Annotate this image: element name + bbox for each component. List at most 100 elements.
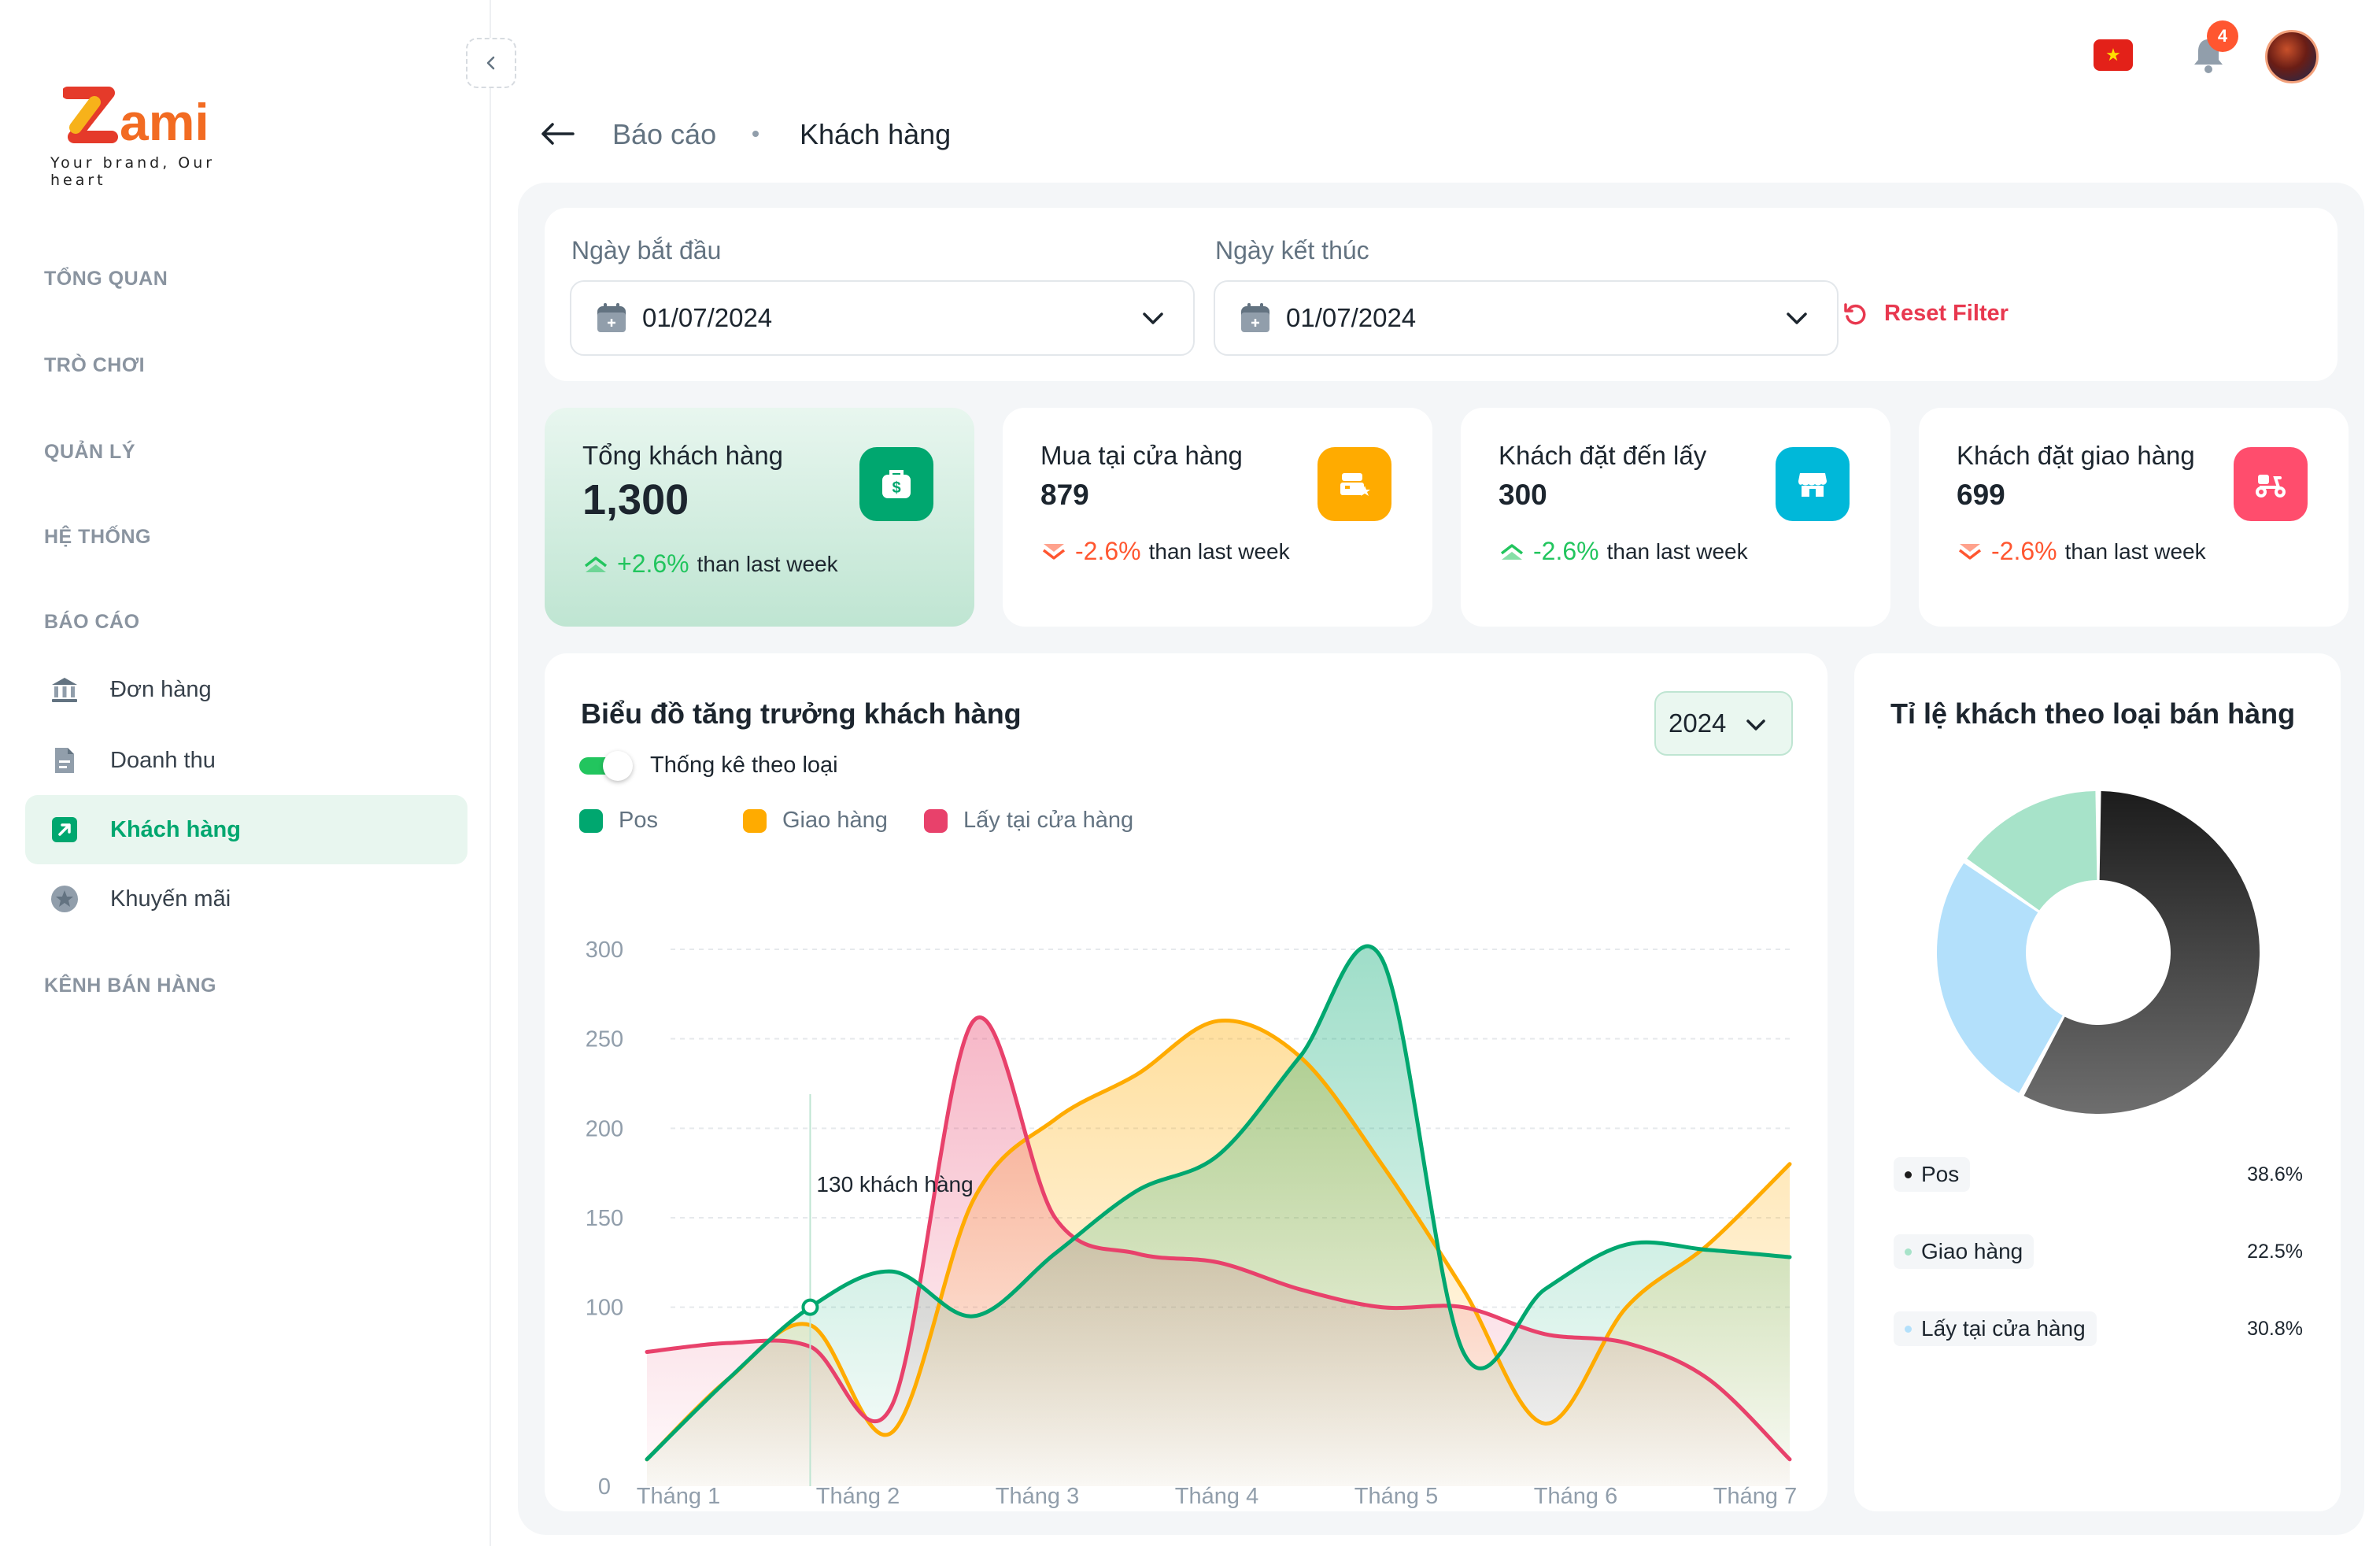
donut-legend-percent: 38.6% (2247, 1163, 2303, 1185)
section-games[interactable]: TRÒ CHƠI (44, 354, 146, 376)
donut-slice-1[interactable] (2023, 791, 2260, 1114)
stat-trend-percent: -2.6% (1533, 537, 1599, 565)
y-tick-label: 250 (586, 1027, 623, 1052)
donut-slice-2[interactable] (1937, 863, 2063, 1093)
user-avatar[interactable] (2265, 30, 2319, 83)
sidebar: ami Your brand, Our heart TỔNG QUAN TRÒ … (0, 0, 491, 1546)
stat-value: 300 (1499, 479, 1547, 511)
section-management[interactable]: QUẢN LÝ (44, 441, 135, 463)
sidebar-item-label: Đơn hàng (110, 676, 212, 702)
breadcrumb-reports-link[interactable]: Báo cáo (612, 118, 717, 150)
year-select[interactable]: 2024 (1654, 691, 1793, 756)
sidebar-item-label: Khách hàng (110, 816, 241, 842)
document-icon (47, 743, 82, 778)
sidebar-item-doanh-thu[interactable]: Doanh thu (25, 726, 468, 795)
stat-card-in-store: Mua tại cửa hàng 879 -2.6% than last wee… (1003, 408, 1432, 627)
section-channels[interactable]: KÊNH BÁN HÀNG (44, 975, 216, 997)
end-date-select[interactable]: 01/07/2024 (1214, 280, 1839, 356)
start-date-label: Ngày bắt đầu (571, 236, 722, 264)
chevron-down-icon (1787, 313, 1807, 324)
legend-dot (1905, 1248, 1912, 1256)
chevron-left-icon (486, 56, 495, 70)
series-line-3[interactable] (645, 1015, 1792, 1462)
donut-legend-label: Giao hàng (1921, 1239, 2023, 1263)
donut-legend-row: Giao hàng 22.5% (1894, 1234, 2303, 1269)
growth-chart-svg: 0 100 150 200 250 300 Tháng 1 Tháng 2 Tháng 3 Thá… (586, 938, 1797, 1509)
stat-trend: -2.6% than last week (1040, 537, 1290, 566)
growth-chart-card: 0 100 150 200 250 300 Tháng 1 Tháng 2 Tháng 3 Thá… (545, 653, 1828, 1511)
y-tick-label: 0 (598, 1474, 611, 1500)
type-stats-toggle[interactable] (579, 751, 638, 781)
svg-text:$: $ (892, 479, 900, 497)
donut-legend-chip: Pos (1894, 1157, 1971, 1192)
y-tick-label: 150 (586, 1206, 623, 1231)
bank-icon (47, 672, 82, 707)
star-badge-icon (47, 882, 82, 916)
trend-down-icon (1042, 543, 1066, 560)
tooltip-label: 130 khách hàng (816, 1172, 973, 1196)
section-overview[interactable]: TỔNG QUAN (44, 268, 168, 290)
legend-pos[interactable]: Pos (579, 808, 658, 834)
donut-legend-row: Lấy tại cửa hàng 30.8% (1894, 1311, 2303, 1346)
toggle-knob (603, 751, 633, 781)
stat-trend: -2.6% than last week (1957, 537, 2206, 566)
stat-trend: -2.6% than last week (1499, 537, 1748, 566)
trend-down-icon (1958, 543, 1982, 560)
reset-filter-button[interactable]: Reset Filter (1843, 301, 2009, 327)
arrow-up-right-icon (47, 812, 82, 847)
legend-swatch (579, 808, 603, 833)
stat-value: 699 (1957, 479, 2005, 511)
brand-logo[interactable]: ami Your brand, Our heart (49, 82, 253, 189)
legend-delivery[interactable]: Giao hàng (743, 808, 888, 834)
start-date-value: 01/07/2024 (642, 303, 773, 332)
store-icon (1776, 447, 1850, 521)
reset-icon (1843, 301, 1867, 327)
donut-slice-3[interactable] (1967, 791, 2097, 911)
section-system[interactable]: HỆ THỐNG (44, 526, 151, 548)
donut-legend-chip: Lấy tại cửa hàng (1894, 1311, 2097, 1346)
stat-value: 1,300 (582, 476, 689, 523)
breadcrumb-current-page: Khách hàng (800, 118, 952, 150)
sidebar-item-khach-hang[interactable]: Khách hàng (25, 795, 468, 864)
stat-card-delivery: Khách đặt giao hàng 699 -2.6% than last … (1919, 408, 2349, 627)
series-line-1[interactable] (645, 944, 1792, 1462)
stat-title: Tổng khách hàng (582, 441, 784, 470)
delivery-scooter-icon (2234, 447, 2308, 521)
y-tick-label: 300 (586, 938, 623, 963)
x-tick-label: Tháng 4 (1175, 1484, 1258, 1509)
x-tick-label: Tháng 6 (1534, 1484, 1617, 1509)
x-tick-label: Tháng 5 (1354, 1484, 1438, 1509)
sidebar-item-khuyen-mai[interactable]: Khuyến mãi (25, 864, 468, 934)
year-value: 2024 (1669, 708, 1727, 738)
legend-label: Lấy tại cửa hàng (963, 808, 1134, 833)
series-line-2[interactable] (645, 1018, 1792, 1462)
stat-title: Khách đặt đến lấy (1499, 441, 1707, 470)
y-tick-label: 200 (586, 1116, 623, 1141)
legend-label: Giao hàng (782, 808, 888, 833)
sidebar-item-don-hang[interactable]: Đơn hàng (25, 655, 468, 724)
end-date-label: Ngày kết thúc (1215, 236, 1369, 264)
legend-label: Pos (619, 808, 658, 833)
language-flag-vn-icon[interactable]: ★ (2094, 39, 2133, 71)
stat-trend: +2.6% than last week (582, 549, 838, 579)
stat-trend-percent: -2.6% (1075, 537, 1141, 565)
stat-trend-suffix: than last week (1148, 538, 1290, 564)
donut-legend-percent: 30.8% (2247, 1318, 2303, 1340)
sidebar-item-label: Khuyến mãi (110, 886, 231, 912)
notification-count-badge: 4 (2207, 20, 2238, 52)
donut-legend-label: Lấy tại cửa hàng (1921, 1316, 2086, 1341)
chevron-down-icon (1746, 719, 1765, 730)
stat-trend-percent: -2.6% (1991, 537, 2057, 565)
svg-text:ami: ami (120, 93, 209, 151)
section-reports[interactable]: BÁO CÁO (44, 611, 140, 633)
stat-trend-suffix: than last week (1606, 538, 1748, 564)
trend-up-icon (584, 556, 608, 572)
stat-card-pickup: Khách đặt đến lấy 300 -2.6% than last we… (1461, 408, 1890, 627)
stat-trend-suffix: than last week (697, 551, 838, 576)
collapse-sidebar-button[interactable] (466, 38, 516, 88)
legend-pickup[interactable]: Lấy tại cửa hàng (924, 808, 1133, 834)
back-arrow-icon[interactable] (537, 113, 578, 154)
start-date-select[interactable]: 01/07/2024 (570, 280, 1195, 356)
filter-card: Ngày bắt đầu 01/07/2024 Ngày kết thúc 01… (545, 208, 2338, 381)
tooltip-point[interactable] (801, 1298, 819, 1316)
